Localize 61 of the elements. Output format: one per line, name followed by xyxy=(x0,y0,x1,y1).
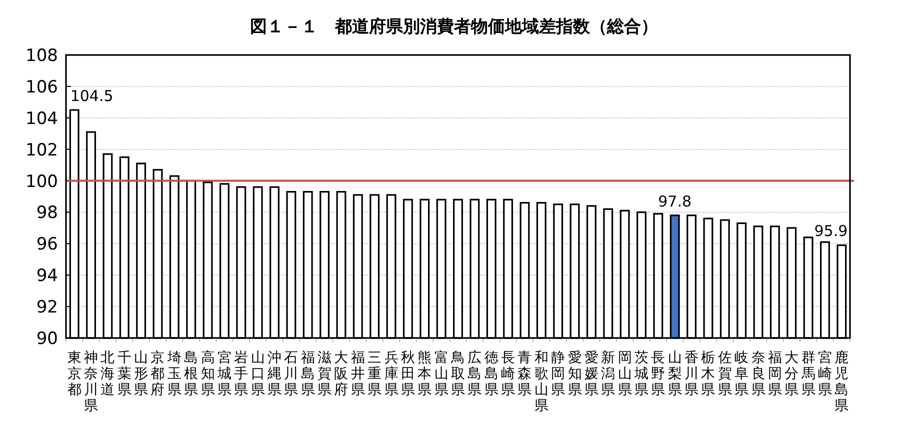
x-tick-label: 長野県 xyxy=(651,350,666,398)
y-tick-label: 94 xyxy=(36,266,58,286)
y-tick-label: 104 xyxy=(26,108,58,129)
y-tick-label: 108 xyxy=(26,46,58,66)
x-tick-label: 高知県 xyxy=(200,350,215,398)
x-tick-label: 静岡県 xyxy=(551,350,566,398)
x-tick-label: 三重県 xyxy=(368,350,382,398)
x-tick-label: 香川県 xyxy=(684,350,699,398)
x-tick-label: 福井県 xyxy=(350,350,365,398)
x-tick-label: 山口県 xyxy=(250,350,265,398)
y-tick-label: 106 xyxy=(26,77,58,98)
x-tick-label: 東京都 xyxy=(67,350,82,398)
x-tick-label: 新潟県 xyxy=(601,350,616,398)
x-tick-label: 宮崎県 xyxy=(818,350,832,398)
x-tick-label: 長崎県 xyxy=(501,350,516,398)
x-tick-label: 沖縄県 xyxy=(266,350,282,398)
data-label: 104.5 xyxy=(70,87,114,106)
x-tick-label: 愛知県 xyxy=(568,350,582,398)
x-tick-label: 大分県 xyxy=(784,350,799,398)
x-tick-label: 鹿児島県 xyxy=(834,350,849,414)
y-tick-label: 96 xyxy=(36,234,58,255)
y-tick-label: 100 xyxy=(26,172,58,192)
y-tick-label: 90 xyxy=(36,329,58,349)
x-tick-label: 茨城県 xyxy=(633,350,648,398)
y-tick-label: 102 xyxy=(26,140,58,160)
x-tick-label: 千葉県 xyxy=(117,350,132,398)
x-tick-label: 鳥取県 xyxy=(450,350,465,398)
x-tick-label: 京都府 xyxy=(150,350,165,398)
x-tick-label: 熊本県 xyxy=(418,350,432,398)
x-tick-label: 栃木県 xyxy=(701,350,716,398)
x-tick-label: 大阪府 xyxy=(334,350,348,398)
x-tick-label: 宮城県 xyxy=(216,350,232,398)
chart-title: 図１－１ 都道府県別消費者物価地域差指数（総合） xyxy=(250,17,658,37)
x-tick-label: 岐阜県 xyxy=(734,350,749,398)
x-tick-label: 佐賀県 xyxy=(718,350,732,398)
data-label: 95.9 xyxy=(814,222,848,240)
x-tick-label: 広島県 xyxy=(468,350,482,398)
x-tick-label: 滋賀県 xyxy=(318,350,332,398)
x-tick-label: 和歌山県 xyxy=(534,350,548,414)
x-tick-label: 徳島県 xyxy=(484,350,498,398)
x-tick-label: 北海道 xyxy=(100,350,115,398)
x-tick-label: 青森県 xyxy=(518,350,532,398)
x-tick-label: 奈良県 xyxy=(751,350,766,398)
x-tick-label: 埼玉県 xyxy=(166,350,182,398)
x-tick-label: 富山県 xyxy=(434,350,448,398)
x-tick-label: 岩手県 xyxy=(234,350,248,398)
x-tick-label: 福島県 xyxy=(300,350,315,398)
x-tick-label: 岡山県 xyxy=(618,350,632,398)
y-tick-label: 98 xyxy=(36,203,58,224)
x-tick-label: 兵庫県 xyxy=(384,350,398,398)
x-tick-label: 神奈川県 xyxy=(84,350,98,414)
x-tick-label: 秋田県 xyxy=(400,350,415,398)
x-tick-label: 山梨県 xyxy=(668,350,682,398)
data-label: 97.8 xyxy=(658,192,692,210)
x-tick-label: 島根県 xyxy=(184,350,198,398)
x-tick-label: 山形県 xyxy=(134,350,148,398)
x-tick-label: 愛媛県 xyxy=(584,350,598,398)
x-tick-label: 福岡県 xyxy=(768,350,782,398)
x-tick-label: 群馬県 xyxy=(800,350,816,398)
x-tick-label: 石川県 xyxy=(284,350,298,398)
y-tick-label: 92 xyxy=(36,298,58,318)
